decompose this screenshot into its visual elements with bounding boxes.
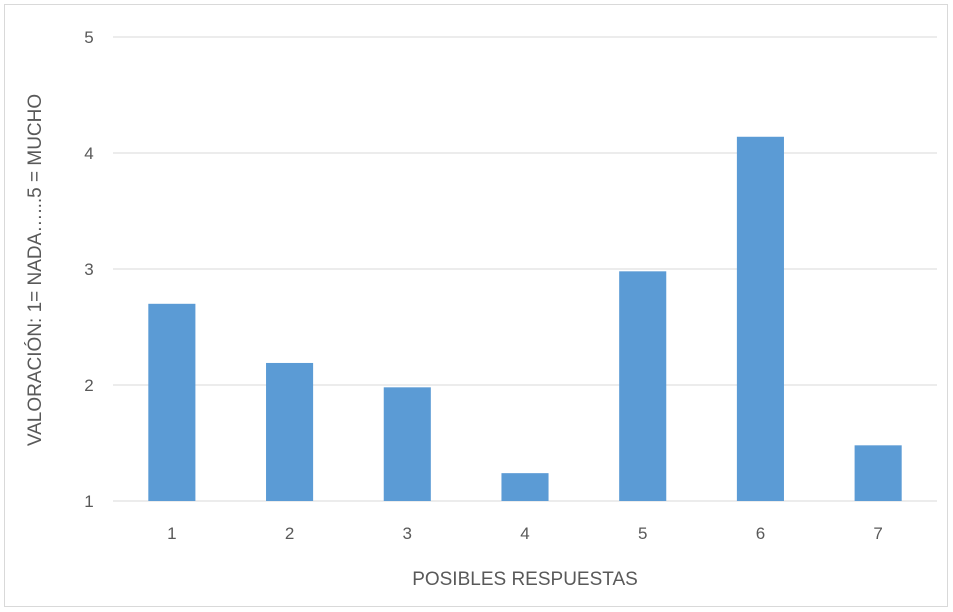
bar-1 xyxy=(148,303,196,501)
x-tick-label: 2 xyxy=(285,524,294,543)
bars xyxy=(148,136,902,501)
x-axis-title: POSIBLES RESPUESTAS xyxy=(412,569,638,590)
x-tick-label: 1 xyxy=(167,524,176,543)
bar-5 xyxy=(619,271,667,501)
bar-6 xyxy=(736,136,784,501)
grid-lines xyxy=(113,36,937,502)
x-tick-label: 6 xyxy=(756,524,765,543)
y-tick-label: 2 xyxy=(84,376,93,395)
bar-2 xyxy=(266,362,314,501)
x-tick-labels: 1 2 3 4 5 6 7 xyxy=(167,524,883,543)
y-tick-label: 4 xyxy=(84,144,93,163)
y-tick-labels: 1 2 3 4 5 xyxy=(84,28,93,511)
y-tick-label: 1 xyxy=(84,492,93,511)
x-tick-label: 7 xyxy=(873,524,882,543)
bar-3 xyxy=(383,387,431,501)
x-tick-label: 4 xyxy=(520,524,529,543)
x-tick-label: 5 xyxy=(638,524,647,543)
y-tick-label: 5 xyxy=(84,28,93,47)
bar-4 xyxy=(501,473,549,501)
bar-7 xyxy=(854,445,902,501)
y-axis-title: VALORACIÓN: 1= NADA…...5 = MUCHO xyxy=(24,94,46,446)
y-tick-label: 3 xyxy=(84,260,93,279)
x-tick-label: 3 xyxy=(403,524,412,543)
